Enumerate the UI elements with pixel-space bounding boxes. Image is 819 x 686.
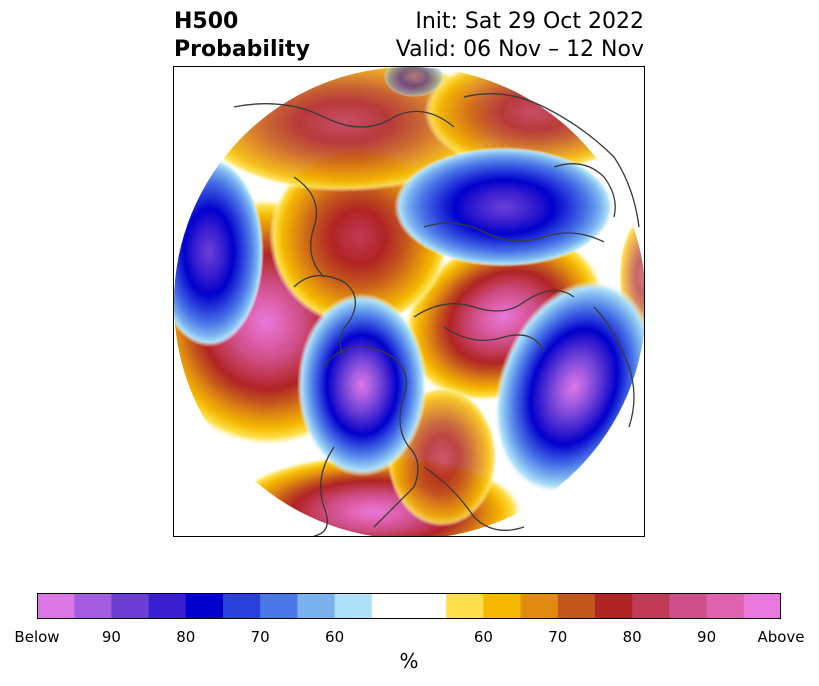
valid-range: Valid: 06 Nov – 12 Nov	[395, 37, 644, 62]
colorbar-bin	[371, 593, 447, 619]
coastlines	[233, 93, 640, 536]
colorbar-tick-label: 90	[697, 628, 717, 646]
colorbar-bin	[669, 593, 708, 619]
title-left: H500 Probability	[174, 8, 310, 64]
colorbar-tick-label: 70	[250, 628, 270, 646]
probability-map	[173, 66, 645, 537]
colorbar	[37, 593, 781, 619]
colorbar-tick-label: 80	[176, 628, 196, 646]
anomaly-below-north-pole	[384, 67, 444, 97]
init-date: Init: Sat 29 Oct 2022	[415, 9, 644, 34]
colorbar-bin	[37, 593, 75, 619]
colorbar-tick-label: 60	[473, 628, 493, 646]
anomaly-below-alaska	[297, 293, 427, 477]
colorbar-unit-label: %	[399, 649, 419, 673]
title-variable: H500	[174, 9, 239, 34]
colorbar-bin	[706, 593, 745, 619]
colorbar-bin	[557, 593, 596, 619]
colorbar-bin	[111, 593, 150, 619]
polar-map-svg	[174, 67, 644, 536]
colorbar-tick-label: 90	[101, 628, 121, 646]
colorbar-tick-label: 70	[548, 628, 568, 646]
colorbar-bin	[632, 593, 670, 619]
colorbar-tick-label: Above	[757, 628, 805, 646]
colorbar-bin	[260, 593, 298, 619]
colorbar-bin	[520, 593, 559, 619]
colorbar-bin	[74, 593, 112, 619]
colorbar-bin	[743, 593, 781, 619]
title-field: Probability	[174, 37, 310, 62]
title-right: Init: Sat 29 Oct 2022 Valid: 06 Nov – 12…	[396, 8, 644, 64]
colorbar-bin	[223, 593, 261, 619]
anomaly-below-siberia	[394, 147, 614, 267]
colorbar-bin	[148, 593, 187, 619]
colorbar-bin	[446, 593, 484, 619]
colorbar-bin	[483, 593, 522, 619]
colorbar-bin	[595, 593, 633, 619]
colorbar-tick-label: 60	[325, 628, 345, 646]
colorbar-tick-label: Below	[14, 628, 60, 646]
colorbar-bin	[185, 593, 224, 619]
colorbar-tick-label: 80	[622, 628, 642, 646]
colorbar-bin	[297, 593, 336, 619]
colorbar-bin	[334, 593, 373, 619]
